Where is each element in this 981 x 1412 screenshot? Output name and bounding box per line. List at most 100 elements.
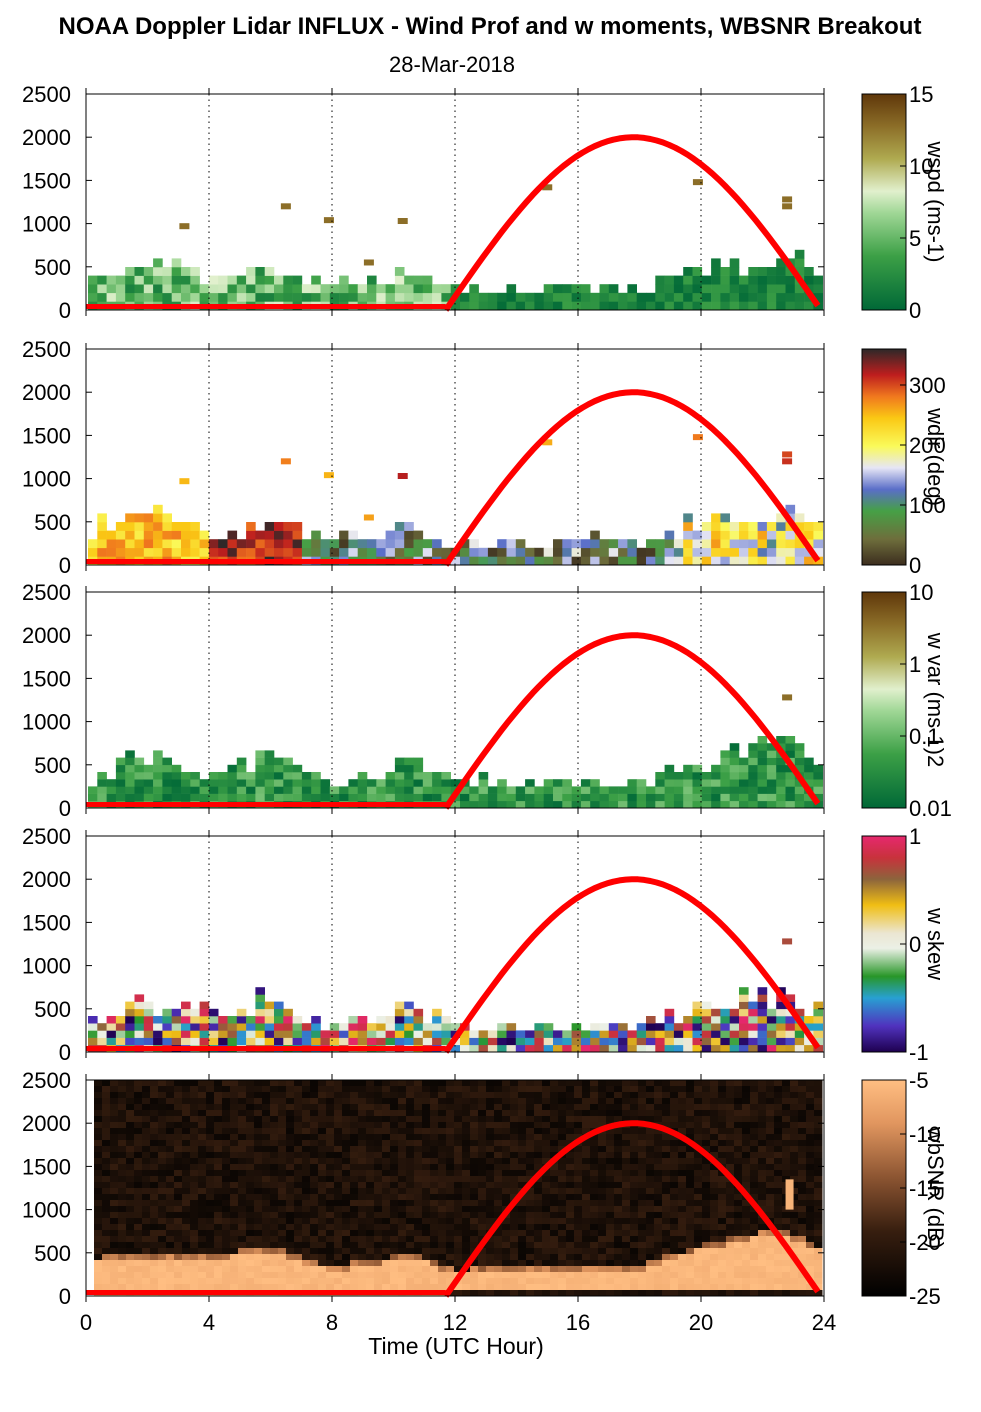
snr-cell: [94, 1170, 103, 1177]
heatmap-cell: [385, 1037, 396, 1046]
snr-cell: [134, 1218, 143, 1225]
snr-cell: [398, 1146, 407, 1153]
snr-cell: [798, 1236, 807, 1243]
heatmap-cell: [460, 800, 470, 809]
heatmap-cell: [506, 1030, 517, 1038]
snr-cell: [678, 1290, 687, 1297]
heatmap-cell: [348, 793, 358, 802]
heatmap-cell: [776, 779, 786, 787]
snr-cell: [414, 1098, 423, 1105]
snr-cell: [406, 1272, 415, 1279]
snr-cell: [182, 1146, 191, 1153]
snr-cell: [574, 1164, 583, 1171]
heatmap-cell: [515, 793, 526, 802]
snr-cell: [430, 1158, 439, 1165]
snr-cell: [182, 1236, 191, 1243]
x-axis: [85, 343, 825, 571]
heatmap-cell: [711, 522, 721, 531]
snr-cell: [398, 1200, 407, 1207]
snr-cell: [438, 1086, 447, 1093]
snr-cell: [574, 1080, 583, 1087]
snr-cell: [798, 1122, 807, 1129]
snr-cell: [542, 1110, 551, 1117]
snr-cell: [590, 1242, 599, 1249]
snr-cell: [222, 1158, 231, 1165]
snr-cell: [686, 1098, 695, 1105]
snr-cell: [614, 1230, 623, 1237]
heatmap-cell: [329, 786, 340, 794]
snr-cell: [326, 1104, 335, 1111]
snr-cell: [502, 1134, 511, 1141]
heatmap-cell: [246, 284, 256, 294]
heatmap-cell: [627, 1037, 637, 1046]
snr-cell: [718, 1104, 727, 1111]
snr-cell: [302, 1104, 311, 1111]
heatmap-cell: [357, 779, 368, 787]
heatmap-cell: [673, 1044, 684, 1053]
snr-cell: [190, 1104, 199, 1111]
sun-elevation-curve: [443, 134, 821, 312]
snr-cell: [262, 1092, 271, 1099]
snr-cell: [678, 1146, 687, 1153]
heatmap-cell: [618, 1037, 628, 1046]
snr-cell: [278, 1158, 287, 1165]
heatmap-cell: [683, 284, 693, 294]
snr-cell: [422, 1092, 431, 1099]
snr-cell: [358, 1086, 367, 1093]
snr-cell: [542, 1260, 551, 1267]
snr-cell: [94, 1140, 103, 1147]
heatmap-cell: [748, 275, 758, 285]
snr-cell: [726, 1236, 735, 1243]
heatmap-cell: [571, 556, 582, 566]
heatmap-cell: [469, 1030, 479, 1038]
snr-cell: [158, 1080, 167, 1087]
heatmap-cell: [757, 793, 768, 802]
snr-cell: [166, 1110, 175, 1117]
snr-cell: [142, 1266, 151, 1273]
snr-cell: [494, 1194, 503, 1201]
heatmap-cell: [525, 556, 535, 566]
snr-cell: [110, 1278, 119, 1285]
snr-cell: [630, 1140, 639, 1147]
snr-cell: [790, 1284, 799, 1291]
snr-cell: [598, 1248, 607, 1255]
snr-cell: [438, 1200, 447, 1207]
heatmap-cell: [348, 530, 358, 540]
snr-cell: [726, 1158, 735, 1165]
snr-cell: [270, 1242, 279, 1249]
snr-cell: [390, 1152, 399, 1159]
snr-cell: [598, 1092, 607, 1099]
snr-cell: [270, 1212, 279, 1219]
snr-cell: [662, 1254, 671, 1261]
snr-cell: [726, 1218, 735, 1225]
snr-cell: [742, 1116, 751, 1123]
snr-cell: [598, 1122, 607, 1129]
heatmap-cell: [562, 786, 572, 794]
heatmap-cell: [153, 772, 163, 780]
heatmap-cell: [125, 1030, 135, 1038]
snr-cell: [214, 1254, 223, 1261]
heatmap-cell: [320, 786, 331, 794]
snr-cell: [710, 1200, 719, 1207]
heatmap-cell: [729, 1044, 740, 1053]
heatmap-cell: [655, 275, 665, 285]
snr-cell: [590, 1104, 599, 1111]
heatmap-cell: [280, 458, 291, 465]
snr-cell: [366, 1206, 375, 1213]
heatmap-cell: [115, 547, 126, 557]
snr-cell: [294, 1086, 303, 1093]
snr-cell: [606, 1116, 615, 1123]
heatmap-cell: [813, 779, 823, 787]
heatmap-cell: [311, 284, 321, 294]
snr-cell: [702, 1128, 711, 1135]
snr-cell: [158, 1170, 167, 1177]
snr-cell: [262, 1098, 271, 1105]
snr-cell: [646, 1284, 655, 1291]
snr-cell: [574, 1224, 583, 1231]
snr-cell: [150, 1236, 159, 1243]
heatmap-cell: [125, 267, 135, 276]
snr-cell: [662, 1188, 671, 1195]
heatmap-cell: [785, 779, 796, 787]
snr-cell: [734, 1092, 743, 1099]
